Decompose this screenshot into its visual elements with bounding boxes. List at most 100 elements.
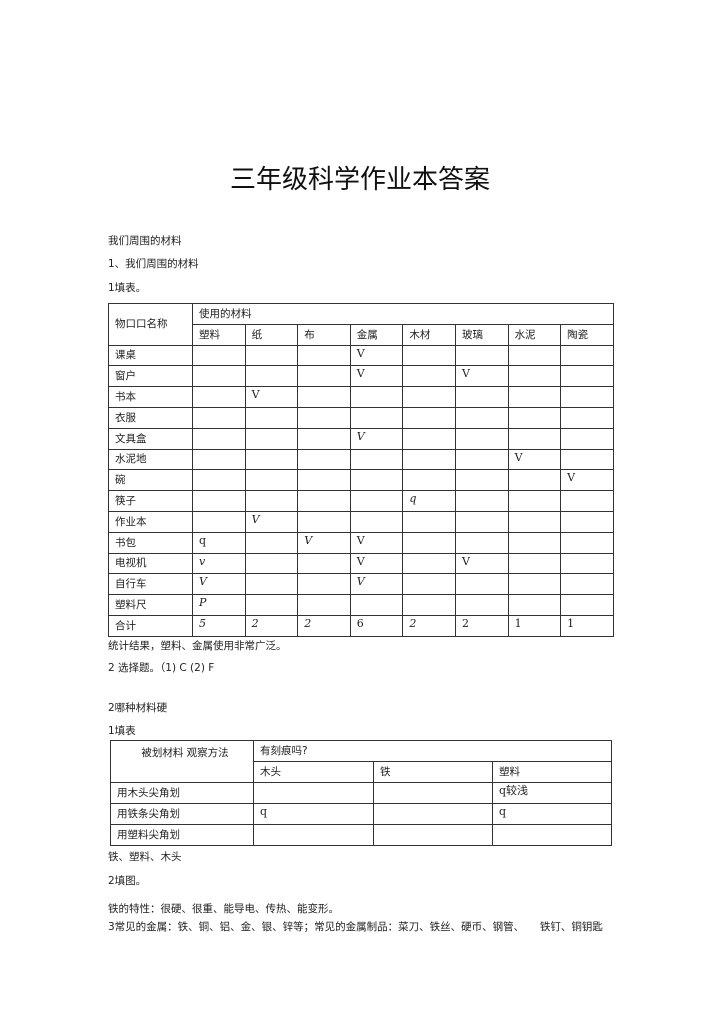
table-cell bbox=[192, 427, 246, 450]
lesson2-q2-label: 2填图。 bbox=[108, 874, 147, 887]
group-header: 有刻痕吗? bbox=[252, 739, 613, 762]
table-cell bbox=[491, 823, 613, 846]
table-cell bbox=[297, 427, 351, 450]
row-label: 书本 bbox=[108, 386, 193, 408]
table-cell bbox=[454, 594, 509, 616]
table-row: 塑料尺 P bbox=[108, 594, 614, 616]
table-cell bbox=[192, 386, 246, 408]
table-cell bbox=[244, 573, 299, 596]
row-label: 用木头尖角划 bbox=[110, 781, 254, 804]
table-cell bbox=[349, 594, 404, 616]
table-cell bbox=[560, 344, 614, 367]
table-cell bbox=[507, 490, 562, 512]
table-cell bbox=[349, 510, 404, 533]
table-cell: V bbox=[349, 552, 404, 575]
column-header: 木材 bbox=[402, 323, 456, 346]
column-header: 布 bbox=[297, 323, 351, 346]
header-row: 物口口名称 使用的材料 bbox=[108, 303, 614, 346]
header-row: 被划材料 观察方法 有刻痕吗? bbox=[110, 739, 613, 783]
table-cell: V bbox=[349, 573, 404, 596]
column-header: 木头 bbox=[253, 760, 374, 783]
row-label: 水泥地 bbox=[108, 448, 193, 471]
table-cell bbox=[373, 802, 493, 825]
lesson2-q1-label: 1填表 bbox=[108, 724, 136, 737]
table-cell bbox=[402, 573, 456, 596]
column-header: 玻璃 bbox=[454, 323, 509, 346]
table-cell: V bbox=[244, 510, 299, 533]
row-label: 课桌 bbox=[108, 344, 193, 367]
table-cell bbox=[297, 406, 351, 429]
table-cell bbox=[507, 531, 562, 554]
column-header-row: 塑料纸布金属 木材 玻璃 水泥 陶瓷 bbox=[109, 323, 614, 346]
column-header: 金属 bbox=[349, 323, 404, 346]
lesson1-heading: 1、我们周围的材料 bbox=[108, 258, 199, 270]
table-cell: V bbox=[349, 531, 404, 554]
row-label: 自行车 bbox=[108, 573, 193, 596]
table-cell bbox=[507, 344, 562, 367]
table-cell bbox=[297, 344, 351, 367]
table-cell bbox=[454, 427, 509, 450]
table-row: 书包 q V V bbox=[108, 531, 614, 554]
lesson2-order: 铁、塑料、木头 bbox=[108, 850, 182, 863]
table-cell bbox=[297, 469, 351, 492]
table-row: 用木头尖角划 q较浅 bbox=[110, 781, 613, 804]
table-cell bbox=[244, 406, 299, 429]
table-cell: q bbox=[491, 802, 613, 825]
table-cell: 1 bbox=[560, 614, 614, 637]
table-cell bbox=[402, 510, 456, 533]
table-cell bbox=[507, 365, 562, 388]
table-cell bbox=[402, 469, 456, 492]
table-cell: 5 bbox=[192, 614, 246, 637]
table-cell bbox=[560, 573, 614, 596]
table-cell: q较浅 bbox=[491, 781, 613, 804]
table-cell bbox=[560, 531, 614, 554]
hardness-table: 被划材料 观察方法 有刻痕吗? 木头铁塑料 用木头尖角划 q较浅 用铁条尖角划 q q 用塑料尖… bbox=[110, 739, 613, 846]
table-row: 水泥地 V bbox=[108, 448, 614, 471]
table-cell: V bbox=[560, 469, 614, 492]
table-cell bbox=[454, 573, 509, 596]
table-cell bbox=[297, 365, 351, 388]
unit-heading: 我们周围的材料 bbox=[108, 235, 182, 247]
table-cell bbox=[297, 386, 351, 408]
table-cell bbox=[507, 594, 562, 616]
document-page: 三年级科学作业本答案 我们周围的材料 1、我们周围的材料 1填表。 物口口名称使… bbox=[108, 165, 614, 933]
table-cell: 1 bbox=[507, 614, 562, 637]
table-cell bbox=[402, 406, 456, 429]
table-cell bbox=[349, 448, 404, 471]
table-cell bbox=[244, 469, 299, 492]
table-cell: P bbox=[192, 594, 246, 616]
row-label: 窗户 bbox=[108, 365, 193, 388]
table-cell: V bbox=[454, 365, 509, 388]
table-cell bbox=[402, 552, 456, 575]
lesson1-q1-label: 1填表。 bbox=[108, 282, 147, 294]
table-cell bbox=[402, 427, 456, 450]
table-cell bbox=[297, 510, 351, 533]
table-cell bbox=[244, 552, 299, 575]
table-cell bbox=[349, 386, 404, 408]
column-header: 纸 bbox=[244, 323, 299, 346]
table-cell: V bbox=[349, 365, 404, 388]
table-cell: q bbox=[192, 531, 246, 554]
table-cell: V bbox=[349, 344, 404, 367]
table-cell: V bbox=[349, 427, 404, 450]
row-label: 合计 bbox=[108, 614, 193, 637]
table-cell bbox=[507, 469, 562, 492]
table-cell bbox=[244, 594, 299, 616]
table-cell bbox=[349, 406, 404, 429]
table-cell bbox=[560, 365, 614, 388]
table-cell bbox=[507, 573, 562, 596]
table-cell bbox=[244, 365, 299, 388]
table-cell bbox=[454, 386, 509, 408]
table-cell bbox=[454, 344, 509, 367]
table-row: 用铁条尖角划 q q bbox=[110, 802, 613, 825]
table-cell bbox=[297, 552, 351, 575]
table-cell bbox=[349, 469, 404, 492]
table-row: 电视机 v V V bbox=[108, 552, 614, 575]
table-cell bbox=[297, 573, 351, 596]
table-cell bbox=[560, 594, 614, 616]
table-cell bbox=[373, 823, 493, 846]
group-header: 使用的材料 bbox=[192, 303, 614, 325]
table-cell bbox=[560, 427, 614, 450]
table-cell bbox=[402, 365, 456, 388]
